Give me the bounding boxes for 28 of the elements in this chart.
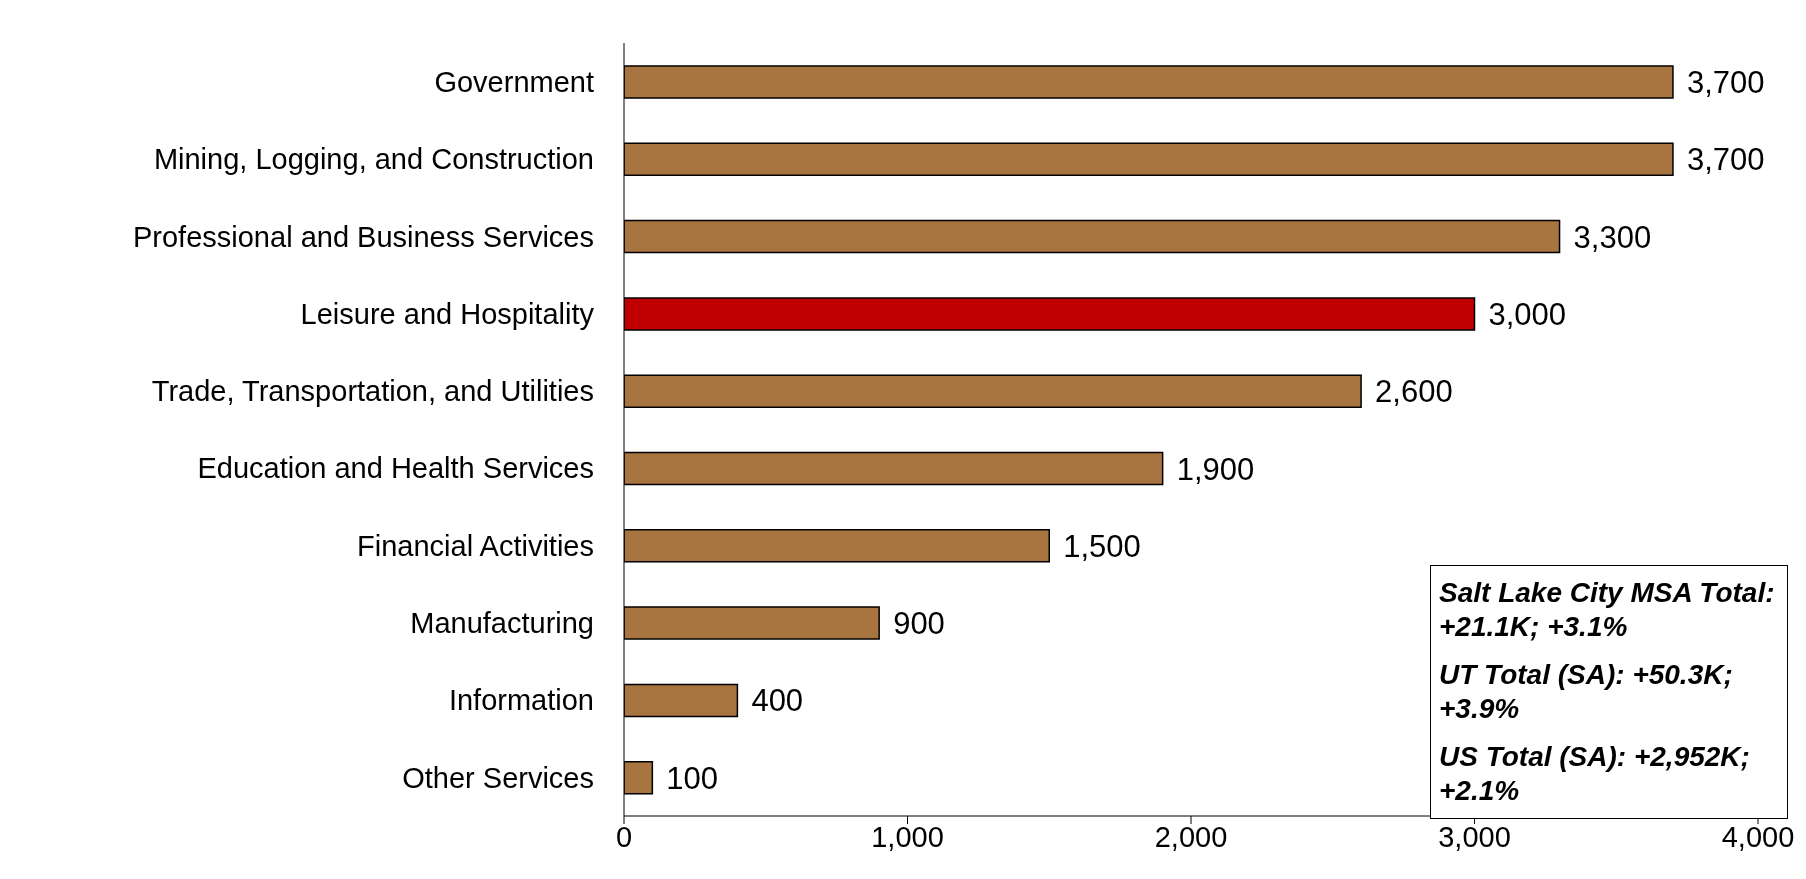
annotation: Salt Lake City MSA Total: +21.1K; +3.1% xyxy=(1439,576,1776,644)
data-label: 100 xyxy=(666,760,719,796)
data-label: 3,000 xyxy=(1488,296,1567,332)
y-tick-label: Trade, Transportation, and Utilities xyxy=(151,375,594,408)
y-tick-label: Professional and Business Services xyxy=(132,220,594,253)
y-tick-label: Manufacturing xyxy=(410,607,594,640)
annotation: US Total (SA): +2,952K; +2.1% xyxy=(1439,740,1751,808)
y-tick-label: Education and Health Services xyxy=(197,452,594,485)
data-label: 1,900 xyxy=(1176,451,1255,487)
data-label: 3,300 xyxy=(1573,219,1652,255)
x-tick-label: 1,000 xyxy=(871,820,944,853)
x-tick-label: 3,000 xyxy=(1438,820,1511,853)
data-label: 3,700 xyxy=(1686,142,1765,178)
x-tick-label: 4,000 xyxy=(1721,820,1795,853)
y-tick-label: Government xyxy=(434,65,594,98)
data-label: 1,500 xyxy=(1063,528,1141,564)
y-tick-label: Other Services xyxy=(402,761,594,794)
annotation: UT Total (SA): +50.3K; +3.9% xyxy=(1439,658,1734,726)
y-tick-label: Mining, Logging, and Construction xyxy=(153,143,594,176)
y-tick-label: Leisure and Hospitality xyxy=(300,297,595,330)
data-label: 2,600 xyxy=(1375,374,1453,410)
y-tick-label: Financial Activities xyxy=(357,529,594,562)
x-tick-label: 0 xyxy=(615,820,633,853)
y-tick-label: Information xyxy=(448,684,594,717)
data-label: 3,700 xyxy=(1686,65,1765,100)
data-label: 400 xyxy=(751,683,804,719)
data-label: 900 xyxy=(893,606,945,642)
x-tick-label: 2,000 xyxy=(1154,820,1228,853)
